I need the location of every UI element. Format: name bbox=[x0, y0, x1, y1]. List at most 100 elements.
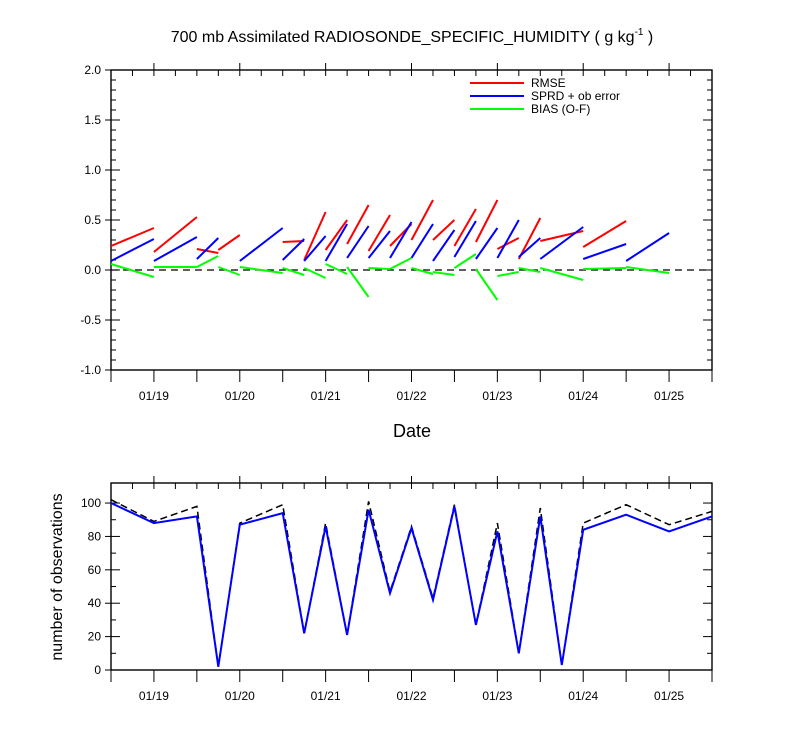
y-tick-label: 60 bbox=[88, 563, 102, 577]
series-segment-bias-o-f- bbox=[625, 266, 670, 274]
series-segment-bias-o-f- bbox=[303, 267, 327, 279]
y-tick-label: 2.0 bbox=[84, 63, 101, 77]
x-tick-label: 01/23 bbox=[482, 389, 512, 403]
x-tick-label: 01/20 bbox=[225, 389, 255, 403]
series-segment-bias-o-f- bbox=[282, 267, 305, 276]
series-segment-rmse bbox=[324, 219, 348, 251]
y-tick-label: 100 bbox=[81, 496, 101, 510]
series-segment-rmse bbox=[303, 211, 327, 261]
y-axis-label: number of observations bbox=[49, 493, 66, 660]
series-segment-sprd-ob-error bbox=[475, 227, 499, 260]
series-segment-sprd-ob-error bbox=[324, 223, 348, 262]
series-segment-sprd-ob-error bbox=[367, 230, 391, 259]
series-line-possible bbox=[110, 499, 713, 667]
x-tick-label: 01/23 bbox=[482, 689, 512, 703]
series-segment-bias-o-f- bbox=[497, 271, 519, 277]
y-tick-label: 0 bbox=[94, 663, 101, 677]
legend-label: SPRD + ob error bbox=[531, 89, 620, 103]
top-axes: -1.0 -0.5 0.0 0.5 1.0 1.5 2.0 01/19 01/20 01/21 01… bbox=[80, 63, 713, 403]
y-tick-label: 20 bbox=[88, 630, 102, 644]
series-segment-bias-o-f- bbox=[432, 271, 455, 276]
y-tick-label: -0.5 bbox=[80, 313, 101, 327]
series-segment-bias-o-f- bbox=[411, 267, 434, 275]
series-segment-sprd-ob-error bbox=[282, 238, 305, 261]
y-tick-label: -1.0 bbox=[80, 363, 101, 377]
series-line-assimilated bbox=[110, 502, 713, 667]
x-tick-label: 01/21 bbox=[311, 689, 341, 703]
series-segment-sprd-ob-error bbox=[582, 243, 627, 260]
series-segment-rmse bbox=[346, 204, 370, 245]
chart-title: 700 mb Assimilated RADIOSONDE_SPECIFIC_H… bbox=[171, 27, 654, 46]
top-chart: 700 mb Assimilated RADIOSONDE_SPECIFIC_H… bbox=[80, 27, 713, 441]
series-segment-rmse bbox=[410, 199, 434, 241]
legend-label: RMSE bbox=[531, 76, 566, 90]
chart-title-main: 700 mb Assimilated RADIOSONDE_SPECIFIC_H… bbox=[171, 29, 635, 46]
series-segment-sprd-ob-error bbox=[303, 235, 327, 262]
x-tick-label: 01/25 bbox=[654, 689, 684, 703]
bottom-series-group bbox=[110, 499, 713, 667]
legend-label: BIAS (O-F) bbox=[531, 102, 590, 116]
plot-frame bbox=[110, 69, 713, 371]
series-segment-bias-o-f- bbox=[540, 267, 584, 281]
y-tick-label: 80 bbox=[88, 529, 102, 543]
x-tick-label: 01/22 bbox=[396, 689, 426, 703]
series-segment-bias-o-f- bbox=[239, 266, 283, 274]
series-segment-bias-o-f- bbox=[389, 257, 412, 270]
bottom-axes: 0 20 40 60 80 100 01/19 01/20 01/21 01/22 01/23 01/… bbox=[81, 476, 713, 703]
x-tick-label: 01/25 bbox=[654, 389, 684, 403]
y-tick-label: 1.5 bbox=[84, 113, 101, 127]
y-tick-label: 1.0 bbox=[84, 163, 101, 177]
series-segment-bias-o-f- bbox=[583, 267, 627, 270]
series-segment-sprd-ob-error bbox=[239, 227, 284, 262]
series-segment-rmse bbox=[475, 199, 499, 243]
series-segment-bias-o-f- bbox=[346, 266, 370, 298]
series-segment-rmse bbox=[217, 234, 241, 251]
series-segment-sprd-ob-error bbox=[153, 236, 198, 262]
series-segment-sprd-ob-error bbox=[432, 229, 456, 262]
x-tick-label: 01/21 bbox=[311, 389, 341, 403]
series-segment-sprd-ob-error bbox=[453, 220, 477, 258]
series-segment-sprd-ob-error bbox=[410, 223, 434, 259]
series-segment-bias-o-f- bbox=[518, 267, 541, 273]
series-segment-sprd-ob-error bbox=[389, 221, 413, 259]
series-segment-rmse bbox=[367, 214, 391, 252]
bottom-chart: 0 20 40 60 80 100 01/19 01/20 01/21 01/22 01/23 01/… bbox=[49, 476, 713, 703]
series-segment-bias-o-f- bbox=[453, 253, 477, 269]
x-tick-label: 01/20 bbox=[225, 689, 255, 703]
series-segment-sprd-ob-error bbox=[496, 219, 520, 259]
series-segment-rmse bbox=[110, 227, 155, 247]
chart-title-end: ) bbox=[643, 29, 653, 46]
series-segment-rmse bbox=[196, 248, 219, 254]
series-segment-rmse bbox=[582, 220, 627, 248]
top-series-group bbox=[110, 199, 670, 301]
x-tick-label: 01/24 bbox=[568, 389, 598, 403]
series-segment-rmse bbox=[517, 217, 542, 260]
series-segment-sprd-ob-error bbox=[539, 226, 584, 260]
series-segment-bias-o-f- bbox=[325, 263, 348, 275]
series-segment-sprd-ob-error bbox=[196, 237, 220, 260]
x-tick-label: 01/19 bbox=[139, 689, 169, 703]
plot-frame bbox=[110, 482, 713, 671]
x-tick-label: 01/24 bbox=[568, 689, 598, 703]
series-segment-bias-o-f- bbox=[196, 255, 219, 268]
series-segment-rmse bbox=[153, 216, 198, 253]
y-tick-label: 40 bbox=[88, 596, 102, 610]
chart-title-superscript: -1 bbox=[635, 27, 644, 38]
series-segment-rmse bbox=[453, 208, 477, 247]
x-tick-label: 01/22 bbox=[396, 389, 426, 403]
series-segment-sprd-ob-error bbox=[518, 237, 541, 258]
series-segment-bias-o-f- bbox=[217, 266, 241, 276]
series-segment-rmse bbox=[432, 219, 456, 241]
series-segment-bias-o-f- bbox=[368, 267, 391, 270]
x-axis-label: Date bbox=[393, 421, 431, 441]
series-segment-sprd-ob-error bbox=[346, 225, 370, 259]
x-tick-label: 01/19 bbox=[139, 389, 169, 403]
series-segment-bias-o-f- bbox=[475, 268, 499, 301]
series-segment-bias-o-f- bbox=[110, 263, 155, 278]
y-tick-label: 0.0 bbox=[84, 263, 101, 277]
series-segment-rmse bbox=[496, 237, 520, 250]
series-segment-sprd-ob-error bbox=[110, 238, 155, 262]
series-segment-sprd-ob-error bbox=[625, 232, 670, 262]
